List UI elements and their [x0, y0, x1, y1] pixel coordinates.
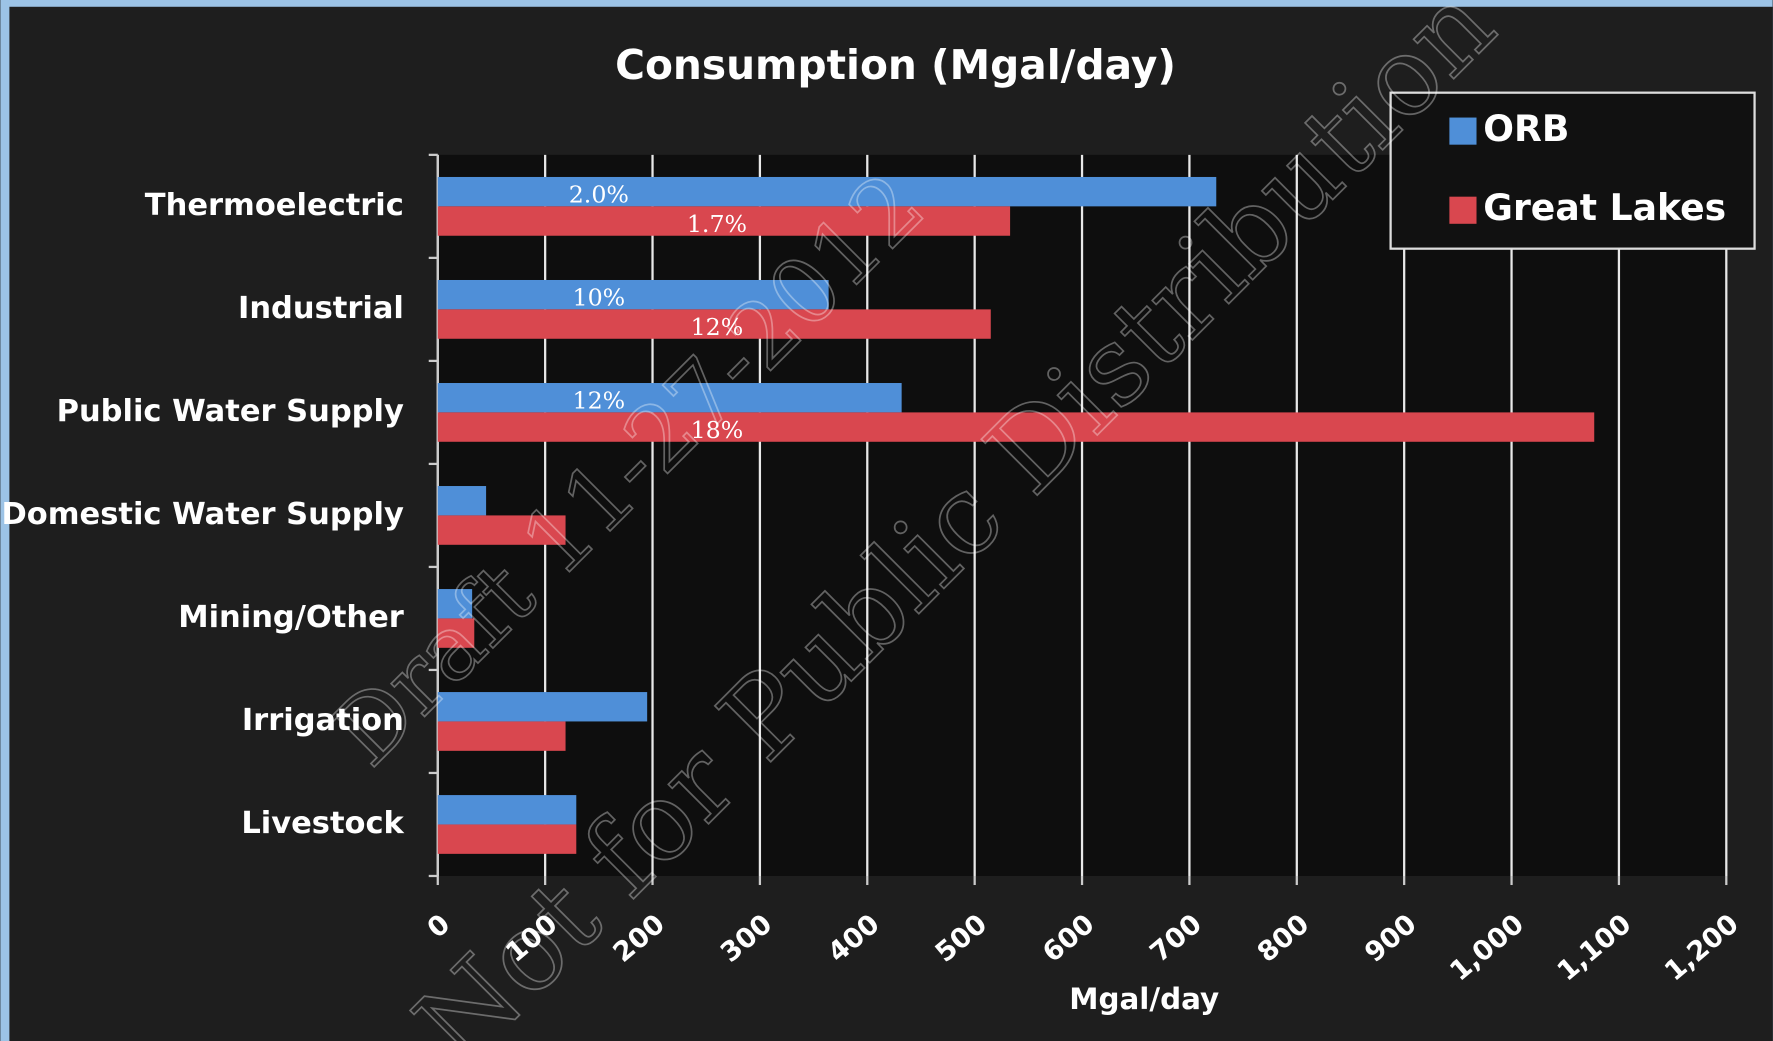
bar-annotation: 12%	[691, 313, 744, 341]
bar	[437, 486, 487, 516]
bar	[437, 206, 1011, 236]
y-tick-label: Industrial	[238, 291, 404, 326]
bar-annotation: 18%	[691, 416, 744, 444]
bar	[437, 309, 991, 339]
legend-label: ORB	[1483, 107, 1569, 150]
y-tick-label: Livestock	[241, 806, 404, 841]
bar-annotation: 2.0%	[569, 181, 629, 209]
bar	[437, 824, 577, 854]
bar	[437, 176, 1217, 207]
bar-annotation: 12%	[572, 387, 625, 415]
bar	[437, 279, 829, 310]
bar	[437, 795, 577, 825]
legend-swatch	[1449, 196, 1477, 224]
x-axis-label: Mgal/day	[1069, 982, 1219, 1016]
legend-swatch	[1449, 117, 1477, 145]
y-tick-label: Mining/Other	[178, 600, 404, 635]
legend-label: Great Lakes	[1483, 186, 1726, 229]
bar-annotation: 10%	[572, 284, 625, 312]
bar	[437, 618, 475, 648]
y-tick-label: Public Water Supply	[57, 394, 404, 429]
bar	[437, 721, 566, 751]
bar	[437, 589, 473, 619]
bar	[437, 383, 902, 413]
bar	[437, 412, 1595, 442]
bar	[437, 692, 648, 722]
y-tick-label: Domestic Water Supply	[1, 497, 403, 532]
bar-annotation: 1.7%	[687, 210, 747, 238]
chart-title: Consumption (Mgal/day)	[615, 41, 1176, 89]
y-tick-label: Thermoelectric	[145, 188, 404, 223]
y-tick-label: Irrigation	[242, 703, 404, 738]
bar	[437, 515, 566, 545]
